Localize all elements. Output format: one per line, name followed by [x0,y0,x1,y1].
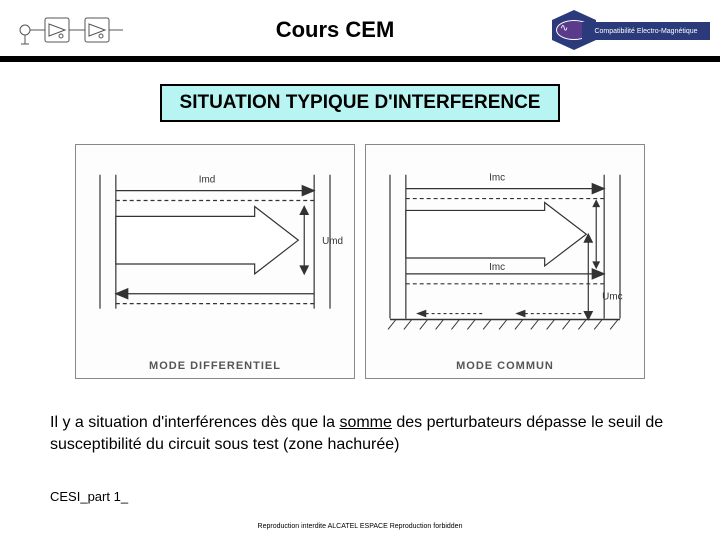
footer-center: Reproduction interdite ALCATEL ESPACE Re… [0,523,720,530]
label-imc-bottom: Imc [489,262,505,273]
footer-left: CESI_part 1_ [50,489,128,504]
caption-differential: MODE DIFFERENTIEL [76,360,354,372]
caption-common: MODE COMMUN [366,360,644,372]
circuit-icon [10,9,140,51]
body-pre: Il y a situation d'interférences dès que… [50,414,339,431]
label-imc-top: Imc [489,173,505,184]
label-umd: Umd [322,236,343,247]
label-imd: Imd [199,175,216,186]
badge-text: Compatibilité Electro-Magnétique [582,22,710,40]
body-underlined: somme [339,414,391,431]
header-rule [0,56,720,62]
page-title: Cours CEM [140,17,530,43]
diagrams-row: Imd Umd MODE DIFFERENTIEL [0,144,720,379]
diagram-common: Imc Imc Umc MODE COMMUN [365,144,645,379]
section-title: SITUATION TYPIQUE D'INTERFERENCE [160,84,561,122]
logo-badge: ∿ Compatibilité Electro-Magnétique [530,10,710,50]
body-text: Il y a situation d'interférences dès que… [50,412,670,455]
diagram-differential: Imd Umd MODE DIFFERENTIEL [75,144,355,379]
label-umc: Umc [602,292,622,303]
